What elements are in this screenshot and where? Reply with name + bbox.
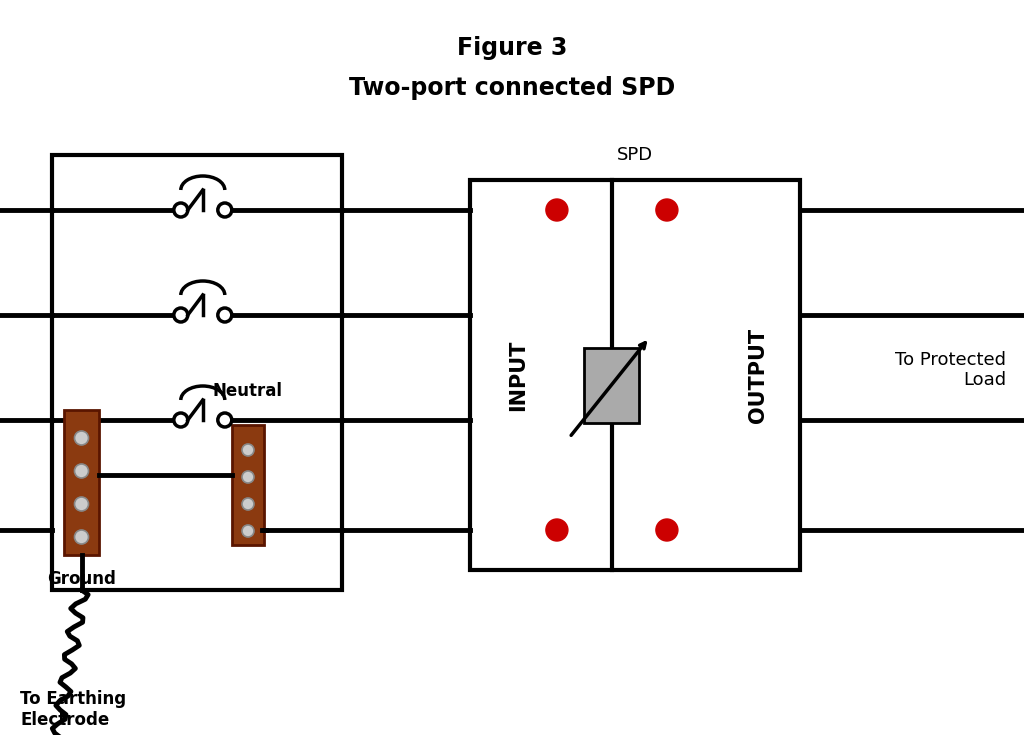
Text: To Protected
Load: To Protected Load <box>895 351 1006 390</box>
Circle shape <box>242 525 254 537</box>
Text: Ground: Ground <box>47 570 116 588</box>
Circle shape <box>656 519 678 541</box>
Circle shape <box>218 203 231 217</box>
Text: INPUT: INPUT <box>508 340 528 411</box>
Circle shape <box>242 444 254 456</box>
Circle shape <box>546 519 568 541</box>
Text: Figure 3: Figure 3 <box>457 36 567 60</box>
Text: To Earthing
Electrode: To Earthing Electrode <box>20 690 126 729</box>
Circle shape <box>218 308 231 322</box>
Circle shape <box>242 471 254 483</box>
Circle shape <box>174 308 187 322</box>
Circle shape <box>75 431 88 445</box>
Bar <box>585 348 639 423</box>
Text: SPD: SPD <box>616 146 653 164</box>
Bar <box>63 410 99 555</box>
Circle shape <box>242 498 254 510</box>
Circle shape <box>75 497 88 511</box>
Circle shape <box>174 413 187 427</box>
Circle shape <box>75 530 88 544</box>
Circle shape <box>546 199 568 221</box>
Text: OUTPUT: OUTPUT <box>748 327 768 423</box>
Circle shape <box>218 413 231 427</box>
Circle shape <box>656 199 678 221</box>
Bar <box>470 180 800 570</box>
Text: Two-port connected SPD: Two-port connected SPD <box>349 76 675 100</box>
Circle shape <box>75 464 88 478</box>
Bar <box>232 425 264 545</box>
Bar <box>52 155 342 590</box>
Text: Neutral: Neutral <box>213 382 283 400</box>
Circle shape <box>174 203 187 217</box>
